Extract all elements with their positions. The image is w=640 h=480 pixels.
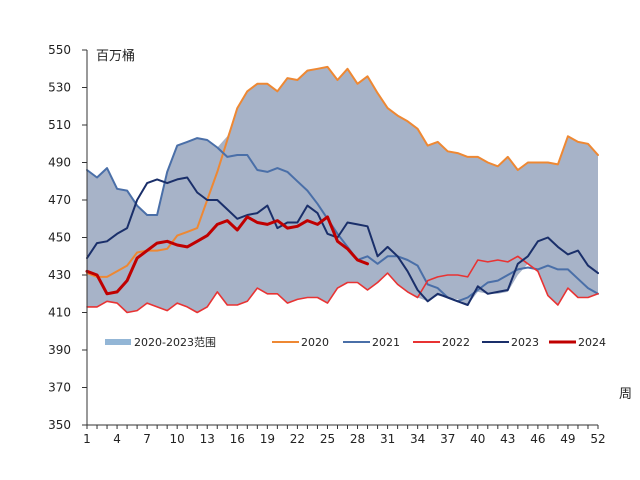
y-tick-label: 410: [48, 306, 71, 320]
y-tick-label: 430: [48, 268, 71, 282]
legend-item-2020: 2020: [272, 336, 329, 349]
legend-item-2024: 2024: [549, 336, 606, 349]
y-tick-label: 390: [48, 343, 71, 357]
range-band-area: [87, 66, 598, 313]
x-tick-label: 34: [410, 432, 425, 446]
range-band-layer: [87, 66, 598, 313]
series-line-2024: [85, 215, 369, 296]
y-tick-label: 450: [48, 231, 71, 245]
x-tick-label: 19: [260, 432, 275, 446]
y-axis-unit-label: 百万桶: [96, 49, 135, 64]
x-tick-label: 43: [500, 432, 515, 446]
y-tick-label: 530: [48, 81, 71, 95]
x-tick-label: 28: [350, 432, 365, 446]
legend-label-2023: 2023: [511, 336, 539, 349]
x-tick-label: 40: [470, 432, 485, 446]
x-axis-unit-label: 周: [619, 387, 632, 402]
x-tick-label: 7: [143, 432, 151, 446]
x-tick-label: 16: [230, 432, 245, 446]
x-tick-label: 52: [590, 432, 605, 446]
y-tick-label: 510: [48, 118, 71, 132]
legend-swatch-range: [105, 339, 131, 345]
x-tick-label: 13: [200, 432, 215, 446]
y-tick-label: 350: [48, 418, 71, 432]
legend-label-2020: 2020: [301, 336, 329, 349]
y-tick-label: 370: [48, 381, 71, 395]
legend-label-2022: 2022: [442, 336, 470, 349]
axis-layer: 350 370 390 410 430 450 470 490 510 530 550 1 4 7 10 13…: [48, 43, 606, 446]
series-layer: [85, 65, 599, 314]
legend-item-2021: 2021: [343, 336, 400, 349]
legend-label-range: 2020-2023范围: [134, 335, 216, 349]
x-tick-label: 31: [380, 432, 395, 446]
x-tick-label: 10: [170, 432, 185, 446]
x-tick-label: 46: [530, 432, 545, 446]
legend-label-2021: 2021: [372, 336, 400, 349]
legend-item-2022: 2022: [413, 336, 470, 349]
legend-label-2024: 2024: [578, 336, 606, 349]
x-tick-label: 25: [320, 432, 335, 446]
series-line-2022: [86, 255, 599, 314]
y-tick-label: 470: [48, 193, 71, 207]
legend: 2020-2023范围 2020 2021 2022 2023 2024: [105, 335, 606, 349]
series-line-2021: [86, 137, 599, 303]
y-tick-label: 490: [48, 156, 71, 170]
x-tick-label: 37: [440, 432, 455, 446]
legend-item-range: 2020-2023范围: [105, 335, 216, 349]
x-tick-label: 22: [290, 432, 305, 446]
x-tick-label: 49: [560, 432, 575, 446]
series-line-2023: [86, 176, 599, 306]
y-tick-label: 550: [48, 43, 71, 57]
legend-item-2023: 2023: [482, 336, 539, 349]
x-tick-label: 4: [113, 432, 121, 446]
x-tick-label: 1: [83, 432, 91, 446]
